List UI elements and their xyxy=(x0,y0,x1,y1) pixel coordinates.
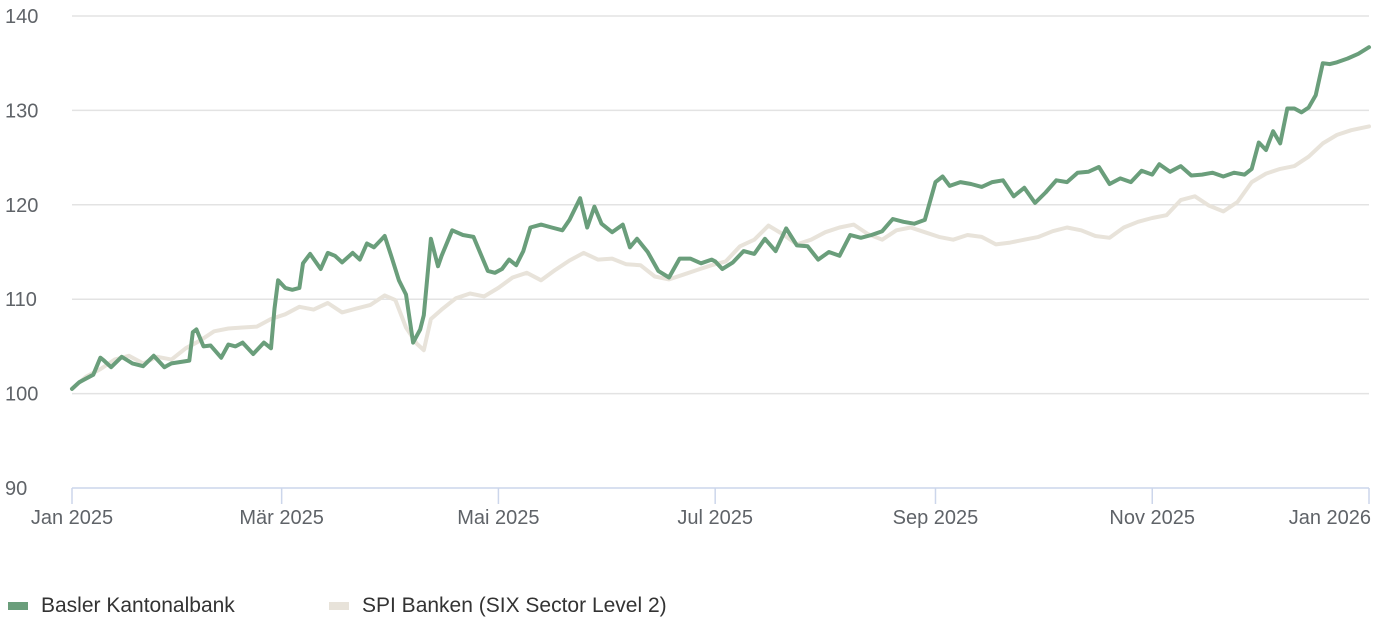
y-tick-label-100: 100 xyxy=(5,384,38,406)
legend-label-basler-kantonalbank: Basler Kantonalbank xyxy=(41,594,235,617)
x-tick-label-mai-2025: Mai 2025 xyxy=(457,507,539,529)
legend-swatch-spi-banken xyxy=(329,602,349,610)
series-line-spi-banken-six-sector-level-2 xyxy=(70,124,1371,391)
x-axis: Jan 2025 Mär 2025 Mai 2025 Jul 2025 Sep 2025… xyxy=(31,487,1371,529)
legend-item-spi-banken[interactable]: SPI Banken (SIX Sector Level 2) xyxy=(329,594,667,618)
series-lines xyxy=(70,45,1371,391)
line-chart: 90 100 110 120 130 140 Jan 2025 Mär 2025 Mai 20… xyxy=(5,6,1371,529)
x-tick-label-jul-2025: Jul 2025 xyxy=(677,507,753,529)
legend-label-spi-banken: SPI Banken (SIX Sector Level 2) xyxy=(362,594,667,617)
x-tick-label-sep-2025: Sep 2025 xyxy=(893,507,979,529)
y-axis-tick-labels: 90 100 110 120 130 140 xyxy=(5,6,38,500)
y-tick-label-120: 120 xyxy=(5,195,38,217)
y-tick-label-90: 90 xyxy=(5,478,27,500)
x-tick-label-jan-2026: Jan 2026 xyxy=(1289,507,1371,529)
legend-item-basler-kantonalbank[interactable]: Basler Kantonalbank xyxy=(8,594,235,618)
gridlines xyxy=(72,15,1369,395)
x-tick-label-jan-2025: Jan 2025 xyxy=(31,507,113,529)
y-tick-label-130: 130 xyxy=(5,100,38,122)
x-tick-label-nov-2025: Nov 2025 xyxy=(1109,507,1195,529)
series-line-basler-kantonalbank xyxy=(70,45,1371,391)
y-tick-label-140: 140 xyxy=(5,6,38,28)
x-tick-label-m-r-2025: Mär 2025 xyxy=(239,507,324,529)
legend-swatch-basler-kantonalbank xyxy=(8,602,28,610)
y-tick-label-110: 110 xyxy=(5,289,37,311)
